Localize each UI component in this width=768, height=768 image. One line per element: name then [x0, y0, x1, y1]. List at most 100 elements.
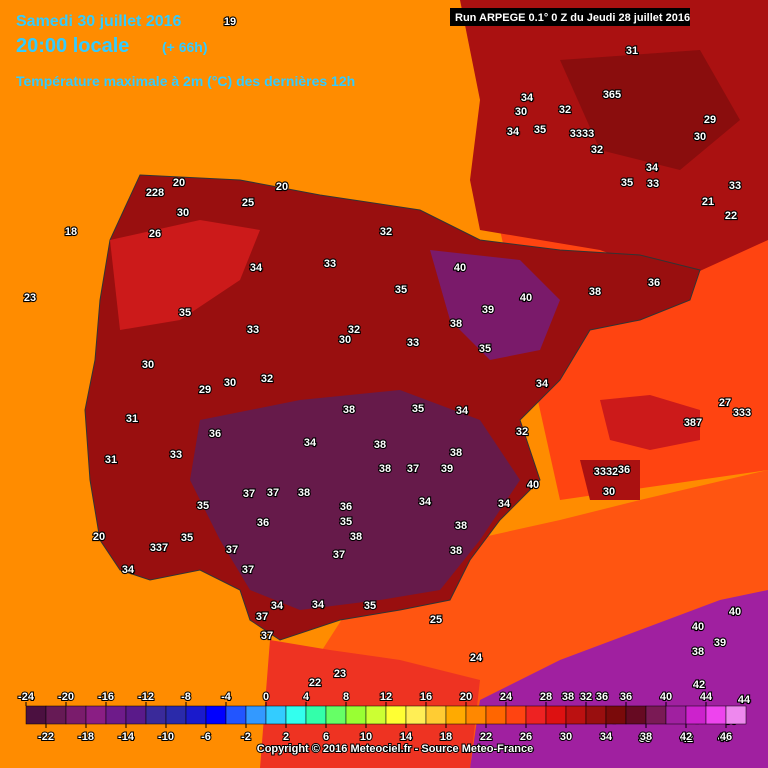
temperature-label: 29	[199, 384, 211, 396]
colorbar-swatch	[65, 705, 87, 725]
temperature-label: 20	[276, 181, 288, 193]
temperature-label: 33	[407, 337, 419, 349]
temperature-label: 30	[177, 207, 189, 219]
temperature-label: 35	[534, 124, 546, 136]
colorbar-swatch	[705, 705, 727, 725]
temperature-label: 38	[343, 404, 355, 416]
temperature-label: 34	[498, 498, 511, 510]
colorbar-label: 20	[460, 691, 472, 703]
temperature-label: 35	[197, 500, 209, 512]
colorbar-swatch	[425, 705, 447, 725]
colorbar-label: 38	[640, 731, 652, 743]
temperature-label: 40	[454, 262, 466, 274]
temperature-label: 38	[455, 520, 467, 532]
run: Run ARPEGE 0.1° 0 Z du Jeudi 28 juillet …	[455, 12, 690, 24]
temperature-label: 37	[242, 564, 254, 576]
corsica	[600, 395, 700, 450]
temperature-label: 35	[479, 343, 491, 355]
temperature-label: 34	[507, 126, 520, 138]
temperature-label: 32	[261, 373, 273, 385]
colorbar-label: 42	[680, 731, 692, 743]
temperature-label: 32	[559, 104, 571, 116]
colorbar-label: 26	[520, 731, 532, 743]
temperature-label: 38	[562, 691, 574, 703]
temperature-label: 25	[242, 197, 254, 209]
temperature-label: 34	[419, 496, 432, 508]
temperature-label: 39	[482, 304, 494, 316]
temperature-label: 30	[515, 106, 527, 118]
colorbar-label: 24	[500, 691, 513, 703]
temperature-label: 37	[256, 611, 268, 623]
colorbar-label: -16	[98, 691, 114, 703]
colorbar-label: 0	[263, 691, 269, 703]
temperature-label: 38	[298, 487, 310, 499]
temperature-label: 23	[334, 668, 346, 680]
temperature-label: 42	[693, 679, 705, 691]
temperature-label: 23	[24, 292, 36, 304]
temperature-label: 39	[441, 463, 453, 475]
temperature-label: 34	[536, 378, 549, 390]
colorbar-label: 8	[343, 691, 349, 703]
temperature-label: 40	[692, 621, 704, 633]
temperature-label: 333	[733, 407, 751, 419]
temperature-label: 30	[694, 131, 706, 143]
colorbar-swatch	[245, 705, 267, 725]
temperature-label: 33	[729, 180, 741, 192]
offset: (+ 66h)	[162, 39, 208, 55]
colorbar-label: -4	[221, 691, 232, 703]
temperature-label: 37	[407, 463, 419, 475]
temperature-label: 30	[224, 377, 236, 389]
temperature-label: 34	[271, 600, 284, 612]
colorbar-swatch	[45, 705, 67, 725]
colorbar-swatch	[185, 705, 207, 725]
temperature-label: 39	[714, 637, 726, 649]
temperature-label: 31	[105, 454, 117, 466]
temperature-label: 40	[520, 292, 532, 304]
temperature-label: 30	[603, 486, 615, 498]
colorbar-label: 12	[380, 691, 392, 703]
temperature-label: 38	[379, 463, 391, 475]
colorbar-label: 34	[600, 731, 613, 743]
temperature-label: 33	[247, 324, 259, 336]
temperature-label: 25	[430, 614, 442, 626]
temperature-label: 35	[621, 177, 633, 189]
colorbar-swatch	[405, 705, 427, 725]
colorbar-label: -14	[118, 731, 135, 743]
temperature-label: 32	[516, 426, 528, 438]
colorbar-label: 40	[660, 691, 672, 703]
morocco	[260, 640, 480, 768]
colorbar-swatch	[265, 705, 287, 725]
temperature-label: 30	[142, 359, 154, 371]
temperature-label: 24	[470, 652, 483, 664]
subtitle: Température maximale à 2m (°C) des derni…	[16, 73, 355, 89]
colorbar-swatch	[85, 705, 107, 725]
temperature-label: 33	[324, 258, 336, 270]
temperature-label: 34	[122, 564, 135, 576]
sardinia	[580, 460, 640, 500]
temperature-label: 38	[374, 439, 386, 451]
temperature-label: 32	[348, 324, 360, 336]
colorbar-swatch	[605, 705, 627, 725]
colorbar-swatch	[105, 705, 127, 725]
colorbar-swatch	[585, 705, 607, 725]
colorbar-swatch	[545, 705, 567, 725]
colorbar-label: 22	[480, 731, 492, 743]
temperature-label: 35	[412, 403, 424, 415]
temperature-label: 37	[333, 549, 345, 561]
colorbar-label: -22	[38, 731, 54, 743]
temperature-label: 33	[647, 178, 659, 190]
colorbar-swatch	[25, 705, 47, 725]
colorbar-swatch	[445, 705, 467, 725]
colorbar-label: -2	[241, 731, 251, 743]
colorbar-swatch	[285, 705, 307, 725]
colorbar-label: 36	[620, 691, 632, 703]
temperature-label: 38	[450, 318, 462, 330]
temperature-label: 37	[267, 487, 279, 499]
copyright: Copyright © 2016 Meteociel.fr - Source M…	[257, 743, 533, 755]
temperature-label: 34	[304, 437, 317, 449]
temperature-label: 37	[226, 544, 238, 556]
temperature-label: 32	[380, 226, 392, 238]
temperature-label: 36	[618, 464, 630, 476]
temperature-label: 34	[521, 92, 534, 104]
temperature-label: 31	[126, 413, 138, 425]
